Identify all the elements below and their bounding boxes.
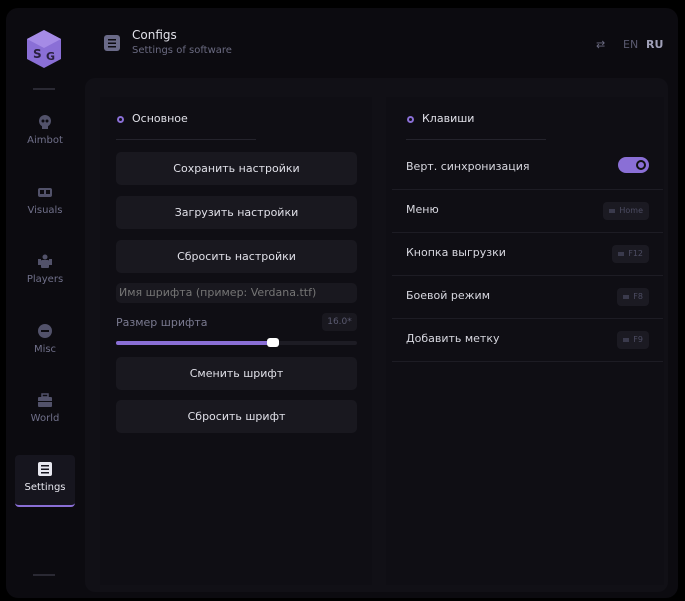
- sidebar-item-settings[interactable]: Settings: [15, 455, 75, 507]
- divider: [116, 139, 256, 140]
- list-icon: [38, 462, 52, 476]
- keyboard-icon: [623, 294, 630, 299]
- page-title: Configs: [132, 28, 177, 42]
- font-size-value: 16.0*: [322, 313, 357, 331]
- unload-keybind[interactable]: F12: [612, 245, 649, 263]
- players-icon: [38, 254, 52, 268]
- font-size-slider[interactable]: [116, 338, 357, 347]
- menu-key-row: Меню Home: [392, 190, 663, 233]
- sidebar-divider: [33, 574, 55, 576]
- font-name-input[interactable]: [116, 283, 357, 303]
- briefcase-icon: [38, 393, 52, 407]
- load-settings-button[interactable]: Загрузить настройки: [116, 196, 357, 229]
- sidebar-item-misc[interactable]: Misc: [15, 317, 75, 369]
- unload-key-row: Кнопка выгрузки F12: [392, 233, 663, 276]
- sidebar-divider: [33, 88, 55, 90]
- svg-text:S: S: [33, 47, 42, 61]
- slider-handle[interactable]: [266, 338, 279, 347]
- lang-en-button[interactable]: EN: [623, 38, 639, 51]
- section-dot-icon: [117, 115, 124, 123]
- sidebar-item-visuals[interactable]: Visuals: [15, 178, 75, 230]
- translate-icon: ⇄: [596, 38, 606, 51]
- font-size-label: Размер шрифта: [116, 316, 208, 329]
- sidebar-item-aimbot[interactable]: Aimbot: [15, 108, 75, 160]
- skull-icon: [39, 115, 51, 129]
- menu-keybind[interactable]: Home: [603, 202, 649, 220]
- vr-glasses-icon: [38, 188, 52, 197]
- section-keys-title: Клавиши: [407, 112, 474, 125]
- sidebar-item-world[interactable]: World: [15, 386, 75, 438]
- combat-keybind[interactable]: F8: [617, 288, 649, 306]
- save-settings-button[interactable]: Сохранить настройки: [116, 152, 357, 185]
- section-dot-icon: [407, 115, 414, 123]
- reset-settings-button[interactable]: Сбросить настройки: [116, 240, 357, 273]
- change-font-button[interactable]: Сменить шрифт: [116, 357, 357, 390]
- chat-icon: [38, 324, 52, 338]
- svg-text:G: G: [46, 50, 55, 63]
- vsync-row: Верт. синхронизация: [392, 147, 663, 190]
- configs-icon: [104, 35, 120, 51]
- sidebar-item-players[interactable]: Players: [15, 247, 75, 299]
- keyboard-icon: [623, 337, 630, 342]
- reset-font-button[interactable]: Сбросить шрифт: [116, 400, 357, 433]
- page-subtitle: Settings of software: [132, 45, 232, 56]
- slider-fill: [116, 341, 273, 345]
- section-main-title: Основное: [117, 112, 188, 125]
- keyboard-icon: [609, 208, 616, 213]
- combat-key-row: Боевой режим F8: [392, 276, 663, 319]
- keyboard-icon: [618, 251, 625, 256]
- vsync-toggle[interactable]: [618, 157, 649, 173]
- marker-key-row: Добавить метку F9: [392, 319, 663, 362]
- divider: [406, 139, 546, 140]
- lang-ru-button[interactable]: RU: [646, 38, 664, 51]
- marker-keybind[interactable]: F9: [617, 331, 649, 349]
